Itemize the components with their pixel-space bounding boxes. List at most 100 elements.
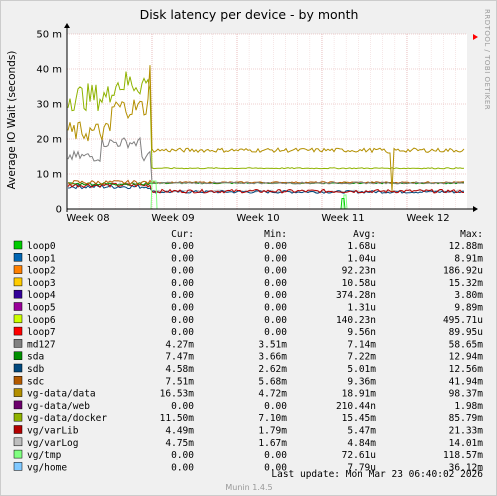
chart-title: Disk latency per device - by month	[140, 7, 359, 22]
legend-avg: 10.58u	[342, 278, 376, 289]
legend-cur: 7.47m	[165, 352, 194, 363]
legend-label: vg-data/web	[27, 401, 90, 412]
legend-swatch	[13, 339, 23, 348]
legend-min: 0.00	[264, 462, 287, 473]
legend-cur: 0.00	[171, 278, 194, 289]
series-line-vg-varLog	[67, 182, 465, 193]
legend-swatch	[13, 388, 23, 397]
x-tick-label: Week 12	[406, 213, 449, 224]
legend-row: sda 7.47m 3.66m 7.22m 12.94m	[13, 351, 484, 363]
legend-row: vg-data/docker 11.50m 7.10m 15.45m 85.79m	[13, 412, 483, 424]
legend-max: 12.56m	[449, 364, 484, 375]
legend-max: 118.57m	[443, 450, 483, 461]
legend-cur: 0.00	[171, 290, 194, 301]
legend-min: 0.00	[264, 253, 287, 264]
legend-swatch	[13, 412, 23, 422]
legend-label: loop5	[27, 303, 56, 314]
legend-min: 0.00	[264, 278, 287, 289]
legend-min: 0.00	[264, 315, 287, 326]
legend-row: vg/tmp 0.00 0.00 72.61u 118.57m	[13, 449, 483, 461]
y-tick-label: 30 m	[36, 100, 62, 111]
legend-swatch	[13, 437, 23, 447]
legend-max: 36.12m	[449, 462, 484, 473]
x-tick-label: Week 09	[151, 213, 194, 224]
legend-min: 0.00	[264, 450, 287, 461]
legend-swatch	[13, 289, 23, 299]
axes	[64, 23, 478, 212]
legend-row: loop1 0.00 0.00 1.04u 8.91m	[13, 253, 483, 264]
legend-swatch	[13, 253, 23, 262]
legend-cur: 7.51m	[165, 376, 194, 387]
legend: Cur: Min: Avg: Max: loop0 0.00 0.00 1.68u 12…	[13, 229, 484, 473]
series-line-md127	[67, 136, 465, 185]
now-marker	[473, 34, 478, 40]
legend-cur: 0.00	[171, 462, 194, 473]
legend-cur: 0.00	[171, 253, 194, 264]
legend-avg: 140.23n	[336, 315, 376, 326]
legend-row: loop5 0.00 0.00 1.31u 9.89m	[13, 302, 483, 314]
legend-swatch	[13, 376, 23, 385]
x-tick-label: Week 08	[66, 213, 109, 224]
legend-swatch	[13, 326, 23, 336]
legend-max: 495.71u	[443, 315, 483, 326]
legend-header-avg: Avg:	[353, 229, 376, 240]
legend-header-max: Max:	[460, 229, 483, 240]
legend-row: vg-data/data 16.53m 4.72m 18.91m 98.37m	[13, 388, 484, 400]
legend-label: loop0	[27, 241, 56, 252]
legend-label: vg/varLib	[27, 426, 79, 437]
legend-min: 1.67m	[258, 438, 287, 449]
legend-header-min: Min:	[264, 229, 287, 240]
legend-label: loop3	[27, 278, 56, 289]
legend-label: vg-data/docker	[27, 413, 107, 424]
legend-max: 12.94m	[449, 352, 484, 363]
legend-row: loop4 0.00 0.00 374.28n 3.80m	[13, 289, 483, 301]
legend-label: vg/varLog	[27, 438, 78, 449]
legend-cur: 0.00	[171, 241, 194, 252]
legend-cur: 0.00	[171, 266, 194, 277]
legend-swatch	[13, 302, 23, 311]
legend-max: 89.95u	[449, 327, 483, 338]
legend-avg: 92.23n	[342, 266, 376, 277]
legend-avg: 5.47m	[347, 426, 376, 437]
legend-header-cur: Cur:	[171, 229, 194, 240]
legend-cur: 0.00	[171, 401, 194, 412]
legend-avg: 1.04u	[347, 253, 376, 264]
legend-max: 98.37m	[449, 389, 484, 400]
legend-cur: 4.27m	[165, 339, 194, 350]
legend-max: 12.88m	[449, 241, 484, 252]
legend-min: 1.79m	[258, 426, 287, 437]
legend-swatch	[13, 277, 23, 287]
legend-swatch	[13, 363, 23, 373]
legend-avg: 210.44n	[336, 401, 376, 412]
legend-max: 21.33m	[449, 426, 484, 437]
legend-min: 0.00	[264, 401, 287, 412]
legend-cur: 0.00	[171, 327, 194, 338]
legend-row: md127 4.27m 3.51m 7.14m 58.65m	[13, 339, 484, 350]
legend-max: 15.32m	[449, 278, 484, 289]
legend-max: 186.92u	[443, 266, 483, 277]
legend-row: sdb 4.58m 2.62m 5.01m 12.56m	[13, 363, 484, 375]
rrdtool-credit: RRDTOOL / TOBI OETIKER	[483, 9, 491, 110]
legend-avg: 72.61u	[342, 450, 376, 461]
legend-swatch	[13, 314, 23, 324]
x-tick-label: Week 11	[321, 213, 364, 224]
legend-row: loop7 0.00 0.00 9.56n 89.95u	[13, 326, 483, 338]
legend-row: vg/home 0.00 0.00 7.79u 36.12m	[13, 462, 484, 473]
y-axis-arrow	[64, 23, 70, 28]
legend-max: 58.65m	[449, 339, 484, 350]
legend-min: 4.72m	[258, 389, 287, 400]
y-tick-label: 50 m	[36, 30, 62, 41]
legend-min: 7.10m	[258, 413, 287, 424]
legend-label: sda	[27, 352, 44, 363]
legend-avg: 15.45m	[342, 413, 377, 424]
legend-min: 0.00	[264, 266, 287, 277]
y-axis-label: Average IO Wait (seconds)	[6, 51, 18, 190]
x-tick-labels: Week 08 Week 09 Week 10 Week 11 Week 12	[66, 213, 449, 224]
legend-max: 41.94m	[449, 376, 484, 387]
legend-cur: 0.00	[171, 450, 194, 461]
legend-row: sdc 7.51m 5.68m 9.36m 41.94m	[13, 376, 484, 387]
legend-label: loop1	[27, 253, 56, 264]
legend-min: 0.00	[264, 241, 287, 252]
series-line-vg-data-docker	[67, 71, 465, 170]
